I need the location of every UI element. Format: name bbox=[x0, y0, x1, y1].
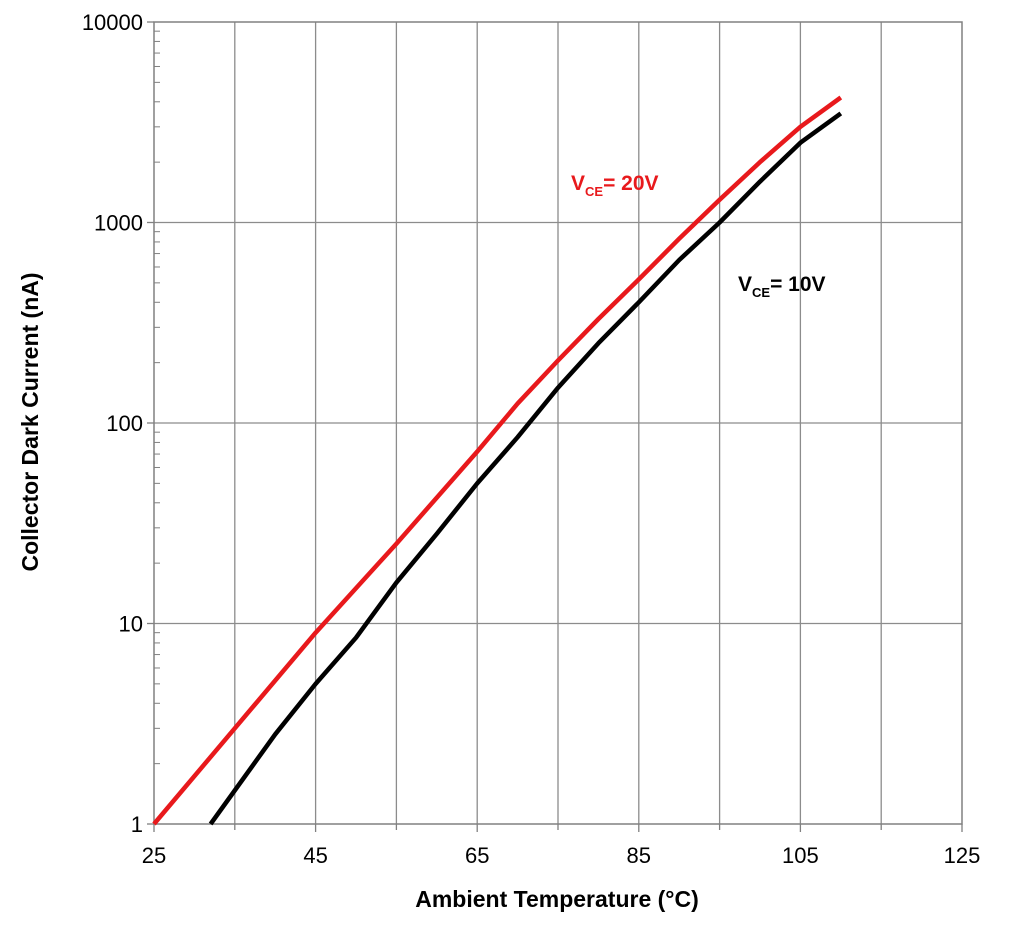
series-label-vce-20v: VCE= 20V bbox=[571, 172, 659, 199]
series-label-vce-20v-rest: = 20V bbox=[603, 172, 658, 195]
minor-ticks bbox=[147, 21, 963, 832]
y-tick-label: 100 bbox=[106, 411, 143, 436]
y-axis-title: Collector Dark Current (nA) bbox=[17, 272, 43, 571]
grid bbox=[154, 22, 962, 824]
x-tick-label: 45 bbox=[303, 843, 327, 868]
series-label-vce-10v-rest: = 10V bbox=[770, 273, 825, 296]
x-tick-labels: 25 45 65 85 105 125 bbox=[142, 843, 981, 868]
series-label-vce-10v: VCE= 10V bbox=[738, 273, 826, 300]
y-tick-label: 10000 bbox=[82, 10, 143, 35]
x-tick-label: 25 bbox=[142, 843, 166, 868]
plot-frame bbox=[153, 21, 963, 825]
series-lines bbox=[152, 95, 843, 826]
y-tick-labels: 1 10 100 1000 10000 bbox=[82, 10, 143, 837]
series-label-vce-20v-sub: CE bbox=[585, 184, 603, 199]
y-tick-label: 10 bbox=[119, 612, 143, 637]
series-label-vce-10v-main: V bbox=[738, 273, 752, 296]
series-label-vce-10v-sub: CE bbox=[752, 285, 770, 300]
y-tick-label: 1 bbox=[131, 812, 143, 837]
x-tick-label: 105 bbox=[782, 843, 819, 868]
x-tick-label: 65 bbox=[465, 843, 489, 868]
series-line-vce-20v bbox=[152, 95, 843, 826]
x-axis-title: Ambient Temperature (°C) bbox=[415, 886, 699, 912]
x-tick-label: 85 bbox=[627, 843, 651, 868]
y-tick-label: 1000 bbox=[94, 211, 143, 236]
x-tick-label: 125 bbox=[944, 843, 981, 868]
series-line-vce-10v bbox=[208, 111, 843, 826]
series-label-vce-20v-main: V bbox=[571, 172, 585, 195]
